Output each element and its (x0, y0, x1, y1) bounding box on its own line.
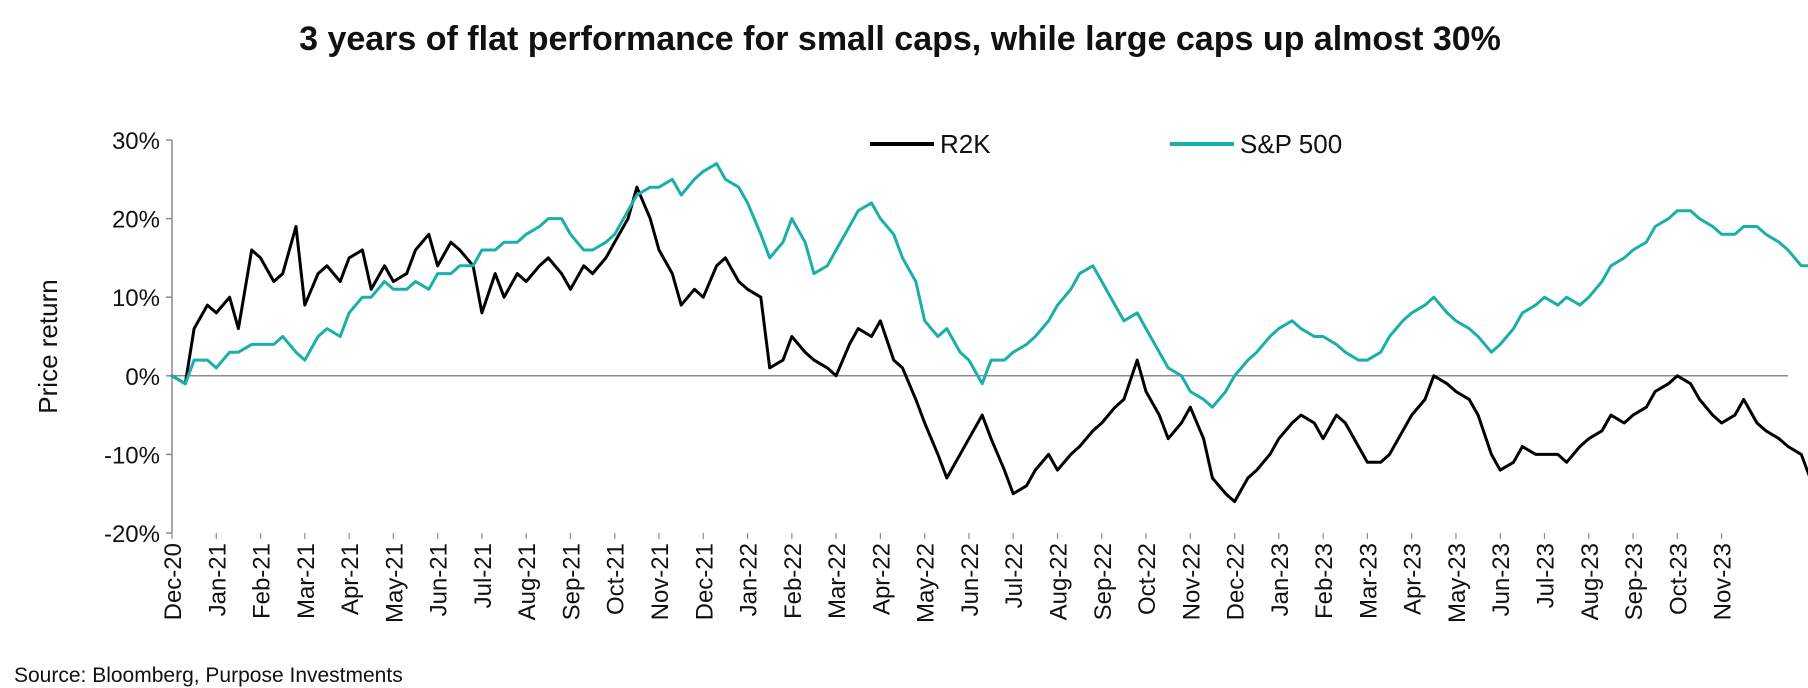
source-note: Source: Bloomberg, Purpose Investments (14, 664, 403, 687)
x-tick-label: Sep-23 (1621, 543, 1648, 620)
x-tick-label: Apr-22 (868, 543, 895, 615)
x-tick-label: Aug-21 (514, 543, 541, 620)
y-tick-label: -20% (104, 521, 160, 548)
legend-label: S&P 500 (1240, 129, 1342, 159)
x-tick-label: Jun-21 (426, 543, 453, 616)
y-tick-label: 0% (125, 364, 160, 391)
y-tick-label: -10% (104, 442, 160, 469)
x-tick-label: Sep-21 (558, 543, 585, 620)
x-tick-label: Feb-21 (249, 543, 276, 619)
x-tick-label: Jan-23 (1267, 543, 1294, 616)
x-tick-label: Nov-23 (1710, 543, 1737, 620)
x-tick-label: Sep-22 (1090, 543, 1117, 620)
x-tick-label: Apr-21 (337, 543, 364, 615)
y-tick-label: 20% (112, 207, 160, 234)
x-tick-label: Feb-22 (780, 543, 807, 619)
x-tick-label: Nov-21 (647, 543, 674, 620)
y-tick-label: 30% (112, 128, 160, 155)
x-tick-label: Oct-21 (603, 543, 630, 615)
x-tick-label: Jul-23 (1532, 543, 1559, 608)
x-tick-label: Dec-21 (691, 543, 718, 620)
x-tick-label: Jul-22 (1001, 543, 1028, 608)
x-tick-label: Mar-22 (824, 543, 851, 619)
x-tick-label: Jan-22 (736, 543, 763, 616)
series-line-s-p-500 (170, 162, 1808, 409)
x-tick-label: Apr-23 (1400, 543, 1427, 615)
x-tick-label: Aug-23 (1577, 543, 1604, 620)
legend-label: R2K (940, 129, 991, 159)
x-tick-label: Mar-21 (293, 543, 320, 619)
x-tick-label: Jan-21 (204, 543, 231, 616)
chart-title: 3 years of flat performance for small ca… (299, 20, 1501, 58)
y-tick-label: 10% (112, 285, 160, 312)
x-tick-label: Nov-22 (1178, 543, 1205, 620)
x-tick-label: Aug-22 (1045, 543, 1072, 620)
x-tick-label: Feb-23 (1311, 543, 1338, 619)
x-tick-label: Mar-23 (1355, 543, 1382, 619)
x-tick-label: Dec-22 (1223, 543, 1250, 620)
series-layer (170, 162, 1808, 504)
series-line-r2k (170, 185, 1808, 504)
x-tick-label: Jul-21 (470, 543, 497, 608)
x-tick-label: May-23 (1444, 543, 1471, 623)
x-tick-label: Dec-20 (160, 543, 187, 620)
x-tick-label: Oct-23 (1665, 543, 1692, 615)
axes-layer: 30% 20% 10% 0% -10% -20% Price return Dec-20 Jan… (33, 128, 1788, 623)
x-tick-label: May-22 (913, 543, 940, 623)
x-tick-label: Jun-23 (1488, 543, 1515, 616)
x-tick-label: Jun-22 (957, 543, 984, 616)
x-tick-label: May-21 (381, 543, 408, 623)
x-tick-label: Oct-22 (1134, 543, 1161, 615)
y-axis-label: Price return (33, 279, 63, 413)
legend: R2K S&P 500 (870, 129, 1342, 159)
